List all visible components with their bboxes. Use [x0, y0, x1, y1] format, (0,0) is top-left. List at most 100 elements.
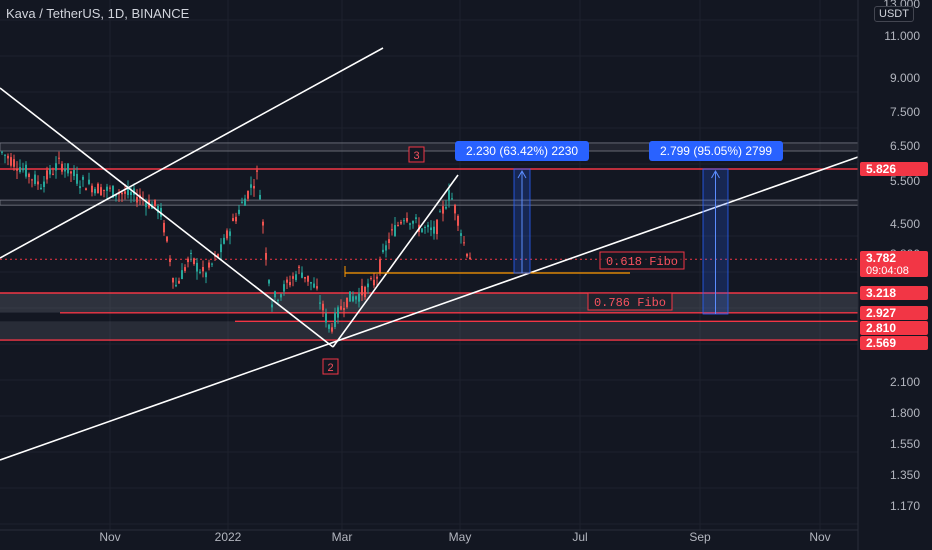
candle-body: [355, 296, 357, 300]
x-tick-label: Nov: [809, 530, 830, 544]
candle-body: [229, 231, 231, 236]
candle-body: [412, 220, 414, 224]
candle-body: [292, 276, 294, 279]
x-tick-label: 2022: [215, 530, 242, 544]
wave-label-box: [322, 358, 339, 375]
wave-label-box: [408, 146, 425, 163]
candle-body: [7, 155, 9, 159]
candle-body: [406, 218, 408, 222]
candle-body: [4, 154, 6, 156]
price-tag[interactable]: [860, 336, 928, 350]
candle-body: [247, 191, 249, 199]
candle-body: [103, 189, 105, 191]
candle-body: [172, 277, 174, 283]
candle-body: [295, 274, 297, 281]
candle-body: [157, 205, 159, 213]
candle-body: [421, 228, 423, 232]
candle-body: [442, 206, 444, 214]
candle-body: [118, 193, 120, 195]
candle-body: [280, 294, 282, 298]
candle-body: [88, 179, 90, 184]
candle-body: [49, 168, 51, 175]
candle-body: [424, 226, 426, 228]
price-tag[interactable]: [860, 321, 928, 335]
candle-body: [10, 157, 12, 166]
fibo-label-fibo618: 0.618 Fibo: [606, 255, 678, 269]
candle-body: [211, 263, 213, 265]
candle-body: [331, 327, 333, 332]
price-tag-value: 2.927: [866, 306, 896, 320]
candle-body: [97, 183, 99, 194]
candle-body: [241, 201, 243, 203]
candle-body: [187, 258, 189, 263]
candle-body: [232, 218, 234, 221]
candle-body: [16, 168, 18, 171]
candle-body: [34, 174, 36, 184]
candle-body: [313, 283, 315, 288]
candle-body: [22, 168, 24, 171]
price-tag-countdown: 09:04:08: [866, 265, 909, 277]
target-label-box: [455, 141, 589, 161]
candle-body: [244, 198, 246, 206]
y-tick-label: 6.500: [890, 139, 920, 153]
candle-body: [145, 202, 147, 208]
candle-body: [226, 230, 228, 239]
price-tag[interactable]: [860, 306, 928, 320]
candle-body: [169, 258, 171, 262]
candle-body: [94, 188, 96, 194]
candle-body: [109, 187, 111, 189]
candle-body: [76, 173, 78, 184]
currency-badge[interactable]: USDT: [874, 6, 914, 22]
price-tag[interactable]: [860, 286, 928, 300]
candle-body: [391, 229, 393, 231]
candle-body: [73, 170, 75, 177]
candle-body: [205, 272, 207, 278]
candle-body: [346, 297, 348, 308]
chart-title: Kava / TetherUS, 1D, BINANCE: [6, 6, 190, 21]
candle-body: [235, 216, 237, 222]
candle-body: [463, 242, 465, 244]
price-tag-value: 2.569: [866, 336, 896, 350]
candle-body: [112, 185, 114, 198]
candle-body: [319, 302, 321, 304]
candle-body: [439, 211, 441, 213]
wave-label-wave3: 3: [413, 150, 419, 162]
candle-body: [193, 258, 195, 265]
candle-body: [298, 266, 300, 268]
candle-body: [163, 222, 165, 233]
candle-body: [43, 181, 45, 187]
price-tag[interactable]: [860, 162, 928, 176]
price-tag-value: 2.810: [866, 321, 896, 335]
price-tag[interactable]: [860, 251, 928, 277]
candle-body: [274, 291, 276, 298]
candle-body: [1, 151, 3, 153]
x-tick-label: Mar: [332, 530, 353, 544]
trend-line[interactable]: [0, 87, 334, 348]
candle-body: [454, 205, 456, 214]
trend-line[interactable]: [332, 174, 459, 348]
wave-label-wave2: 2: [327, 362, 333, 374]
candle-body: [19, 167, 21, 172]
candle-body: [358, 293, 360, 302]
candle-body: [250, 184, 252, 188]
candle-body: [310, 282, 312, 284]
candle-body: [223, 237, 225, 244]
candle-body: [52, 173, 54, 175]
candle-body: [373, 279, 375, 286]
candle-body: [448, 190, 450, 201]
candle-body: [394, 225, 396, 237]
target-label-target2: 2.799 (95.05%) 2799: [660, 144, 772, 158]
candle-body: [181, 270, 183, 279]
candle-body: [466, 253, 468, 257]
candle-body: [304, 276, 306, 279]
candle-body: [403, 220, 405, 222]
zone-support-a: [0, 292, 858, 313]
candle-body: [28, 173, 30, 177]
y-tick-label: 1.170: [890, 499, 920, 513]
x-tick-label: Sep: [689, 530, 711, 544]
fibo-label-fibo786: 0.786 Fibo: [594, 296, 666, 310]
trend-line[interactable]: [0, 47, 384, 259]
candle-body: [340, 306, 342, 310]
